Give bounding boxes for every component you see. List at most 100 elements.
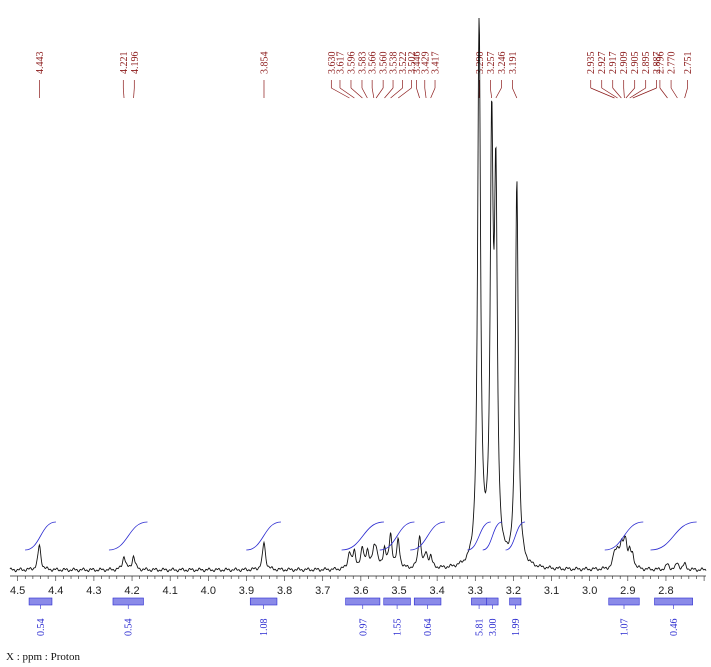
integral-value: 0.97 [358, 619, 369, 637]
peak-label: 3.854 [260, 52, 271, 75]
tick-label: 3.2 [506, 585, 521, 597]
integral-curve [650, 521, 697, 551]
peak-label: 3.290 [475, 52, 486, 75]
peak-label: 4.221 [119, 52, 130, 75]
peak-leader [384, 87, 394, 99]
tick-label: 3.4 [429, 585, 444, 597]
peak-leader [684, 87, 688, 99]
integral-curve [505, 521, 526, 551]
integral-bar [608, 597, 640, 606]
integral-curve [341, 521, 384, 551]
peak-leader [331, 87, 350, 99]
tick-label: 3.0 [582, 585, 597, 597]
peak-leader [629, 87, 646, 99]
tick-label: 2.9 [620, 585, 635, 597]
peak-leader [670, 87, 678, 99]
peak-leader [495, 87, 502, 99]
peak-label: 2.909 [619, 52, 630, 75]
tick-label: 3.9 [239, 585, 254, 597]
integral-bar [112, 597, 144, 606]
peak-leader [490, 87, 493, 99]
peak-label: 3.630 [327, 52, 338, 75]
integral-bar [345, 597, 381, 606]
peak-leader [512, 87, 518, 99]
peak-label: 2.770 [667, 52, 678, 75]
tick-label: 3.5 [391, 585, 406, 597]
integral-value: 1.07 [620, 619, 631, 637]
peak-label: 3.502 [407, 52, 418, 75]
peak-label: 2.887 [652, 52, 663, 75]
integral-curve [410, 521, 445, 551]
integral-bar [486, 597, 499, 606]
tick-label: 4.1 [163, 585, 178, 597]
peak-label: 4.196 [130, 52, 141, 75]
integral-curve [379, 521, 415, 551]
integral-curve [25, 521, 56, 551]
peak-label: 3.560 [379, 52, 390, 75]
tick-label: 4.5 [10, 585, 25, 597]
spectrum-line [9, 17, 707, 573]
peak-leader [632, 87, 657, 99]
peak-label: 2.927 [597, 52, 608, 75]
tick-label: 4.3 [86, 585, 101, 597]
tick-label: 3.8 [277, 585, 292, 597]
integral-bar [471, 597, 488, 606]
integral-bar [383, 597, 411, 606]
peak-label: 3.446 [412, 52, 423, 75]
integral-bar [509, 597, 522, 606]
integral-value: 1.08 [259, 619, 270, 637]
tick-label: 2.8 [658, 585, 673, 597]
peak-label: 3.246 [497, 52, 508, 75]
peak-leader [612, 87, 622, 99]
peak-leader [375, 87, 384, 99]
tick-label: 3.3 [468, 585, 483, 597]
tick-label: 3.7 [315, 585, 330, 597]
peak-label: 2.751 [683, 52, 694, 75]
peak-leader [361, 87, 368, 99]
integral-bar [413, 597, 442, 606]
integral-value: 1.99 [511, 619, 522, 637]
peak-label: 2.895 [641, 52, 652, 75]
peak-label: 3.429 [420, 52, 431, 75]
integral-value: 1.55 [393, 619, 404, 637]
integral-bar [654, 597, 693, 606]
integral-curve [108, 521, 148, 551]
peak-leader [623, 87, 625, 99]
spectrum-trace [9, 17, 707, 573]
tick-label: 3.1 [544, 585, 559, 597]
peak-label: 4.443 [35, 52, 46, 75]
x-axis-caption: X : ppm : Proton [6, 651, 80, 663]
integral-curve [482, 521, 503, 551]
peak-leader [350, 87, 363, 99]
peak-leader [339, 87, 355, 99]
integral-value: 0.64 [423, 619, 434, 637]
peak-leader [416, 87, 420, 99]
integral-curve [467, 521, 491, 551]
integral-value: 0.54 [36, 619, 47, 637]
peak-label: 3.566 [368, 52, 379, 75]
tick-label: 4.4 [48, 585, 63, 597]
integrals: 0.54 0.54 1.08 0.97 1.55 0.64 5.81 3.00 1.99 1.07… [25, 521, 697, 637]
peak-leader [601, 87, 618, 99]
peak-leader [122, 87, 125, 99]
peak-leader [133, 87, 135, 99]
tick-label: 4.0 [201, 585, 216, 597]
peak-leader [398, 87, 412, 99]
peak-leader [390, 87, 403, 99]
peak-leader [430, 87, 436, 99]
integral-value: 0.54 [124, 619, 135, 637]
peak-leader [625, 87, 635, 99]
x-axis: 4.5 4.4 4.3 4.2 4.1 4.0 3.9 3.8 3.7 3.6 3.5 3.4 3.3 3… [10, 575, 706, 597]
peak-leader [424, 87, 427, 99]
integral-bar [28, 597, 53, 606]
peak-label: 2.935 [586, 52, 597, 75]
tick-label: 4.2 [124, 585, 139, 597]
peak-label: 3.538 [389, 52, 400, 75]
peak-label: 3.617 [336, 52, 347, 75]
peak-label: 2.905 [630, 52, 641, 75]
peak-label: 2.917 [608, 52, 619, 75]
peak-leader [371, 87, 375, 99]
tick-label: 3.6 [353, 585, 368, 597]
peak-label: 3.417 [431, 52, 442, 75]
